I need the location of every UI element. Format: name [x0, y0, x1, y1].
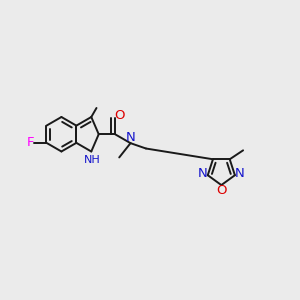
Text: O: O: [114, 109, 125, 122]
Text: N: N: [235, 167, 244, 180]
Text: NH: NH: [83, 155, 100, 165]
Text: N: N: [198, 167, 208, 180]
Text: F: F: [26, 136, 34, 149]
Text: O: O: [216, 184, 226, 197]
Text: N: N: [126, 131, 136, 144]
